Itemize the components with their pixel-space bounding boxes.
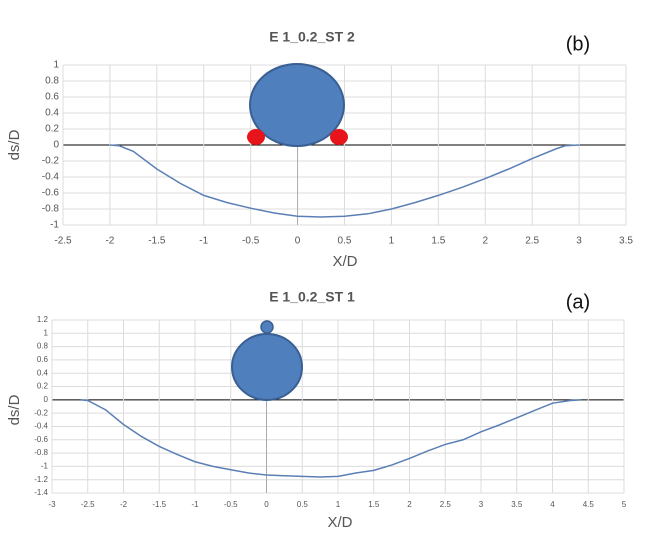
x-tick-label: 1 bbox=[389, 236, 395, 247]
y-tick-label: -0.2 bbox=[42, 156, 60, 167]
x-tick-label: 3 bbox=[576, 236, 582, 247]
y-tick-label: 0.8 bbox=[45, 76, 59, 87]
y-tick-label: 0.4 bbox=[37, 368, 49, 377]
y-tick-label: -1.4 bbox=[34, 488, 48, 497]
x-tick-label: 1 bbox=[336, 500, 341, 509]
panel-label: (a) bbox=[566, 291, 590, 313]
data-line bbox=[109, 144, 580, 218]
chart-b: E 1_0.2_ST 2 (b) X/D ds/D -1 -0.8 -0.6 -0.4 -0.2… bbox=[6, 29, 633, 270]
y-tick-label: 1 bbox=[44, 328, 49, 337]
x-tick-label: -2 bbox=[120, 500, 128, 509]
x-tick-label: 2.5 bbox=[525, 236, 539, 247]
x-tick-label: -1.5 bbox=[152, 500, 166, 509]
y-tick-label: -1.2 bbox=[34, 475, 48, 484]
x-tick-label: -1 bbox=[199, 236, 208, 247]
y-tick-label: 0 bbox=[44, 395, 49, 404]
x-tick-label: 0 bbox=[264, 500, 269, 509]
y-tick-label: -1 bbox=[50, 220, 59, 231]
x-tick-label: 1.5 bbox=[431, 236, 445, 247]
y-axis-label: ds/D bbox=[6, 394, 23, 425]
x-tick-label: 1.5 bbox=[368, 500, 380, 509]
x-tick-label: 3 bbox=[479, 500, 484, 509]
y-tick-label: 0.2 bbox=[45, 124, 59, 135]
x-tick-label: -1 bbox=[191, 500, 199, 509]
y-tick-label: -0.4 bbox=[34, 422, 48, 431]
y-tick-label: 0.2 bbox=[37, 382, 49, 391]
y-tick-label: 1 bbox=[53, 60, 59, 71]
y-tick-label: -0.2 bbox=[34, 408, 48, 417]
x-tick-label: 2 bbox=[482, 236, 488, 247]
small-pile bbox=[330, 129, 348, 145]
y-tick-label: -0.8 bbox=[42, 204, 60, 215]
data-line bbox=[80, 399, 582, 478]
y-tick-label: 0.6 bbox=[37, 355, 49, 364]
y-axis-label: ds/D bbox=[6, 129, 23, 160]
x-tick-label: 2.5 bbox=[440, 500, 452, 509]
panel-label: (b) bbox=[566, 33, 590, 55]
x-tick-label: 0 bbox=[295, 236, 301, 247]
pier-shape bbox=[249, 63, 345, 147]
x-tick-label: 3.5 bbox=[619, 236, 633, 247]
y-tick-label: 0.8 bbox=[37, 342, 49, 351]
small-pile bbox=[260, 320, 274, 334]
chart-a: E 1_0.2_ST 1 (a) X/D ds/D -1.4 -1.2 -1 -0.8 -0.6… bbox=[6, 289, 627, 531]
y-tick-label: 0.4 bbox=[45, 108, 59, 119]
x-tick-label: 5 bbox=[622, 500, 627, 509]
y-tick-label: -0.6 bbox=[42, 188, 60, 199]
y-tick-label: -0.6 bbox=[34, 435, 48, 444]
x-tick-label: -2 bbox=[105, 236, 114, 247]
x-tick-label: 4 bbox=[550, 500, 555, 509]
x-tick-label: -2.5 bbox=[81, 500, 95, 509]
x-tick-label: -2.5 bbox=[54, 236, 72, 247]
chart-title: E 1_0.2_ST 1 bbox=[269, 289, 355, 305]
x-tick-label: 0.5 bbox=[297, 500, 309, 509]
pier-shape bbox=[231, 333, 303, 401]
x-tick-label: 0.5 bbox=[338, 236, 352, 247]
chart-title: E 1_0.2_ST 2 bbox=[269, 29, 355, 45]
x-tick-label: 2 bbox=[407, 500, 412, 509]
x-tick-label: -3 bbox=[48, 500, 56, 509]
y-tick-label: -1 bbox=[41, 461, 49, 470]
x-axis-label: X/D bbox=[327, 514, 352, 531]
y-tick-label: 1.2 bbox=[37, 315, 49, 324]
y-tick-label: -0.4 bbox=[42, 172, 60, 183]
x-tick-label: -0.5 bbox=[242, 236, 260, 247]
x-tick-label: -0.5 bbox=[224, 500, 238, 509]
x-tick-label: -1.5 bbox=[148, 236, 166, 247]
y-tick-label: 0.6 bbox=[45, 92, 59, 103]
x-tick-label: 4.5 bbox=[583, 500, 595, 509]
x-axis-label: X/D bbox=[332, 253, 357, 270]
y-tick-label: -0.8 bbox=[34, 448, 48, 457]
x-tick-label: 3.5 bbox=[511, 500, 523, 509]
y-tick-label: 0 bbox=[53, 140, 59, 151]
small-pile bbox=[247, 129, 265, 145]
